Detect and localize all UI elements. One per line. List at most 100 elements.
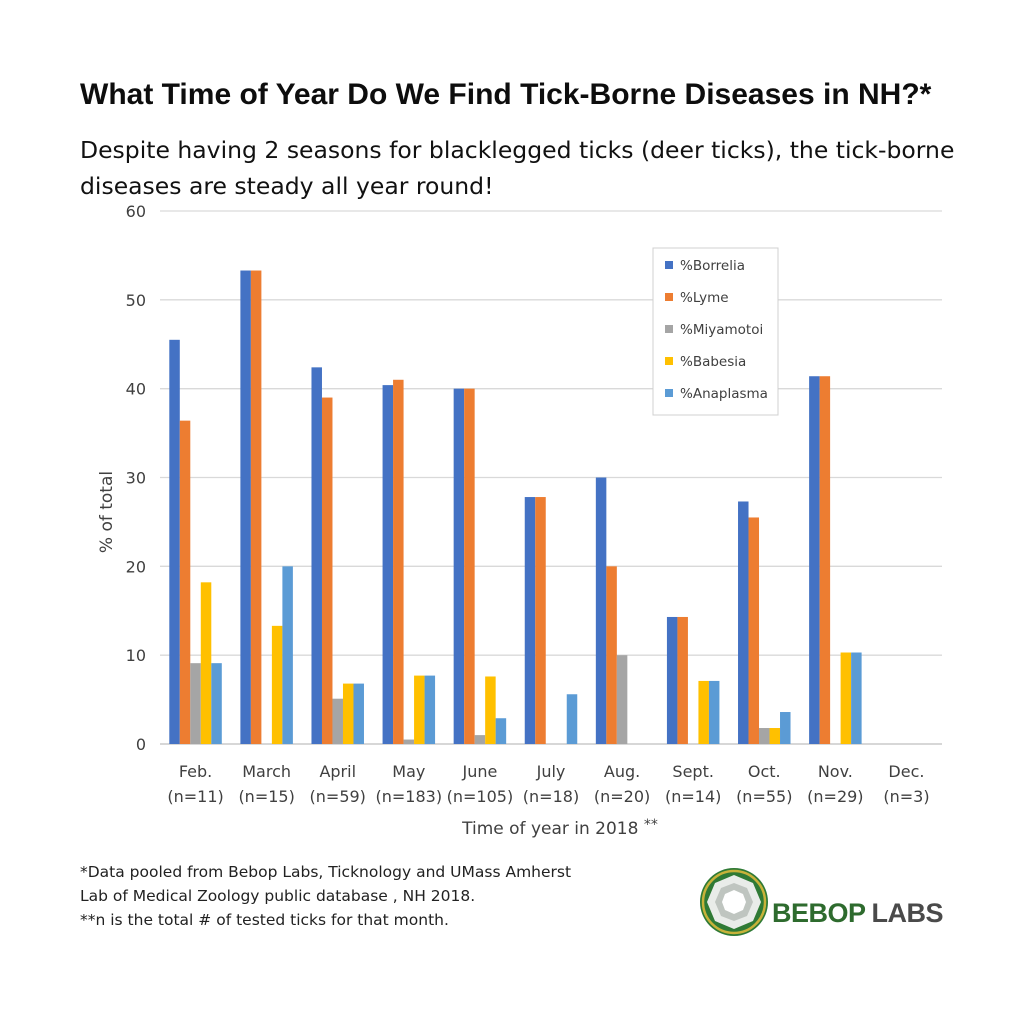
bar — [211, 663, 222, 744]
x-tick-sublabel: (n=20) — [594, 787, 650, 806]
bar — [424, 675, 436, 744]
y-axis-label: % of total — [97, 471, 117, 553]
x-axis-label-text: Time of year in 2018 — [461, 819, 638, 839]
x-tick-label: May — [392, 762, 425, 781]
bars — [169, 270, 862, 744]
bar — [748, 517, 760, 744]
x-axis-label-suffix: ** — [644, 817, 658, 833]
bar — [780, 712, 791, 744]
bar — [485, 676, 496, 744]
bar — [393, 379, 404, 744]
bar — [311, 367, 322, 744]
x-tick-label: Feb. — [179, 762, 212, 781]
bar — [190, 663, 201, 744]
legend-swatch — [665, 293, 673, 301]
footnote-line: *Data pooled from Bebop Labs, Ticknology… — [80, 863, 572, 881]
logo-wordmark: BEBOP LABS — [772, 898, 944, 929]
bar — [179, 420, 191, 744]
chart-subtitle: Despite having 2 seasons for blacklegged… — [80, 136, 955, 200]
logo-suffix: LABS — [871, 898, 944, 928]
x-tick-label: Aug. — [604, 762, 640, 781]
bar — [698, 680, 709, 744]
legend-label: %Borrelia — [680, 258, 745, 274]
y-tick-label: 40 — [126, 380, 146, 399]
y-tick-label: 10 — [126, 646, 146, 665]
bar — [566, 694, 578, 744]
bar — [738, 501, 749, 744]
x-tick-sublabel: (n=55) — [736, 787, 792, 806]
x-tick-sublabel: (n=18) — [523, 787, 579, 806]
bar — [677, 616, 688, 744]
x-tick-sublabel: (n=15) — [238, 787, 294, 806]
y-tick-label: 30 — [126, 469, 146, 488]
bar — [403, 739, 415, 744]
bar — [169, 339, 180, 744]
bar — [524, 497, 536, 744]
x-tick-label: June — [461, 762, 497, 781]
y-tick-label: 50 — [126, 291, 146, 310]
legend-label: %Babesia — [680, 354, 746, 370]
x-tick-sublabel: (n=29) — [807, 787, 863, 806]
x-tick-sublabel: (n=105) — [447, 787, 514, 806]
legend-label: %Lyme — [680, 290, 729, 306]
bar — [282, 566, 293, 744]
legend-swatch — [665, 325, 673, 333]
x-tick-sublabel: (n=3) — [883, 787, 929, 806]
footnotes: *Data pooled from Bebop Labs, Ticknology… — [80, 860, 680, 932]
footnote-line: Lab of Medical Zoology public database ,… — [80, 887, 476, 905]
legend-box — [652, 247, 779, 416]
legend-swatch — [665, 357, 673, 365]
chart-title: What Time of Year Do We Find Tick-Borne … — [80, 78, 932, 111]
bar — [769, 728, 781, 744]
bar — [332, 698, 343, 744]
bar — [382, 385, 394, 744]
bebop-labs-logo-icon — [700, 868, 768, 936]
y-axis-ticks: 0 10 20 30 40 50 60 — [126, 202, 146, 754]
bar — [595, 477, 607, 744]
bar — [495, 718, 507, 744]
bar — [271, 625, 283, 744]
y-tick-label: 60 — [126, 202, 146, 221]
legend-swatch — [665, 261, 673, 269]
legend: %Borrelia %Lyme %Miyamotoi %Babesia %Anaplas… — [652, 247, 779, 416]
x-tick-sublabel: (n=14) — [665, 787, 721, 806]
x-tick-sublabel: (n=11) — [167, 787, 223, 806]
x-tick-label: July — [536, 762, 566, 781]
bar — [200, 582, 212, 744]
bar — [851, 652, 862, 744]
x-axis-ticks: Feb. (n=11) March (n=15) April (n=59) May (n=18… — [167, 762, 929, 806]
bar — [321, 397, 333, 744]
logo-brand: BEBOP — [772, 898, 866, 928]
bar — [464, 388, 475, 744]
x-tick-sublabel: (n=183) — [376, 787, 443, 806]
y-tick-label: 20 — [126, 557, 146, 576]
bar — [708, 680, 720, 744]
bar — [819, 376, 831, 744]
legend-label: %Anaplasma — [680, 386, 768, 402]
bar — [535, 497, 546, 744]
bar — [809, 376, 820, 744]
bar — [250, 270, 262, 744]
x-tick-sublabel: (n=59) — [310, 787, 366, 806]
bar — [616, 655, 628, 744]
bar — [240, 270, 251, 744]
x-tick-label: Nov. — [818, 762, 853, 781]
x-tick-label: Sept. — [672, 762, 714, 781]
legend-swatch — [665, 389, 673, 397]
bar — [666, 616, 678, 744]
x-tick-label: Dec. — [888, 762, 924, 781]
y-tick-label: 0 — [136, 735, 146, 754]
bar — [342, 683, 354, 744]
bar — [474, 735, 486, 744]
bar — [353, 683, 364, 744]
x-tick-label: Oct. — [748, 762, 781, 781]
x-axis-label: Time of year in 2018 ** — [461, 817, 658, 839]
bar — [840, 652, 852, 744]
x-tick-label: March — [242, 762, 291, 781]
legend-label: %Miyamotoi — [680, 322, 763, 338]
footnote-line: **n is the total # of tested ticks for t… — [80, 911, 449, 929]
bar — [606, 566, 617, 744]
bar — [453, 388, 465, 744]
bar — [414, 675, 425, 744]
